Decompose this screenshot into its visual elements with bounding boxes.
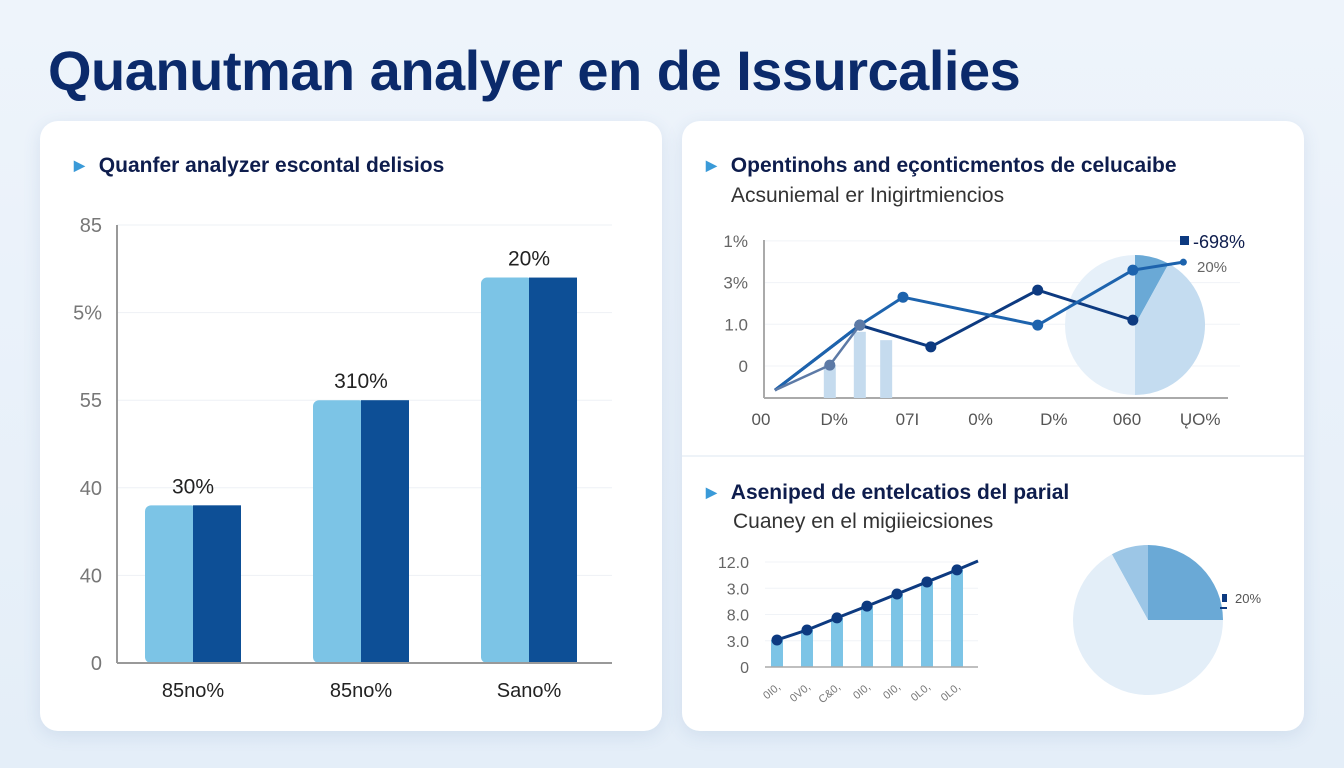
small-bar [853,331,866,398]
x-tick-label: 0I0, [851,681,873,702]
data-point [771,634,783,646]
triangle-bullet-icon: ▶ [706,157,717,173]
y-tick-label: 85 [80,215,102,237]
y-tick-label: 0 [91,653,102,675]
bar [861,606,873,667]
data-label: 310% [334,370,388,393]
y-tick-label: 40 [80,478,102,500]
data-point [831,612,843,624]
pie-slice [1135,255,1169,325]
triangle-bullet-icon: ▶ [74,157,85,173]
legend-secondary: 20% [1197,259,1227,276]
legend-value: -698% [1193,232,1245,252]
x-tick-label: 00 [752,410,771,429]
data-point [1127,314,1139,326]
x-tick-label: 07I [896,410,920,429]
page-title: Quanutman analyer en de Issurcalies [48,39,1021,102]
data-point [854,319,866,331]
bar-dark [193,505,241,663]
divider [682,455,1304,457]
data-point [897,291,909,303]
series-line [773,260,1184,392]
bar [771,639,783,667]
pie-slice [1065,255,1135,395]
bar-light [145,505,197,663]
y-tick-label: 5% [73,303,102,325]
data-point [951,564,963,576]
x-tick-label: 0% [968,410,993,429]
small-bar [880,340,893,398]
x-tick-label: D% [820,410,847,429]
bar-light [481,277,533,663]
bar [921,581,933,667]
data-point [861,600,873,612]
data-label: 30% [172,475,214,498]
bar-dark [361,400,409,663]
x-tick-label: C&0, [816,681,842,706]
bar-chart-title-text: Quanfer analyzer escontal delisios [98,154,445,177]
bar [891,594,903,667]
data-point [1127,264,1139,276]
y-tick-label: 0 [739,357,748,376]
legend-swatch [1222,594,1227,602]
y-tick-label: 3.0 [727,581,749,598]
triangle-bullet-icon: ▶ [706,484,717,500]
data-point [1179,258,1187,266]
bar-dark [529,277,577,663]
x-tick-label: 85no% [162,680,224,702]
x-tick-label: 0I0, [881,681,903,702]
y-tick-label: 1.0 [724,315,748,334]
data-point [1032,284,1044,296]
pie-slice [1073,554,1223,695]
y-tick-label: 3% [723,274,748,293]
data-point [921,576,933,588]
y-tick-label: 1% [723,232,748,251]
bar-chart-title: ▶ Quanfer analyzer escontal delisios [74,154,444,178]
trend-chart-title: ▶ Aseniped de entelcatios del parial [706,481,1069,505]
legend-swatch [1180,236,1189,245]
x-tick-label: Sano% [497,680,562,702]
x-tick-label: D% [1040,410,1067,429]
data-point [1032,319,1044,331]
line-chart-subtitle: Acsuniemal er Inigirtmiencios [731,184,1005,207]
data-point [801,624,813,636]
x-tick-label: 0I0, [761,681,783,702]
data-point [891,588,903,600]
x-tick-label: 0L0, [909,681,933,704]
line-chart-title-text: Opentinohs and eçonticmentos de celucaib… [730,154,1177,177]
legend-label: 20% [1235,591,1261,606]
y-tick-label: 3.0 [727,634,749,651]
x-tick-label: 85no% [330,680,392,702]
bar-light [313,400,365,663]
y-tick-label: 55 [80,390,102,412]
pie-slice [1111,545,1148,620]
trend-chart-title-text: Aseniped de entelcatios del parial [730,481,1070,504]
data-point [925,341,937,353]
bar [801,629,813,667]
bar [951,569,963,667]
y-tick-label: 8.0 [727,608,749,625]
x-tick-label: 0L0, [939,681,963,704]
data-point [824,359,836,371]
x-tick-label: 060 [1113,410,1141,429]
y-tick-label: 12.0 [718,555,749,572]
small-bar [823,365,836,398]
y-tick-label: 0 [740,660,749,677]
data-label: 20% [508,248,550,271]
x-tick-label: 0V0, [788,681,813,705]
y-tick-label: 40 [80,565,102,587]
pie-slice [1135,263,1205,395]
pie-slice [1148,545,1223,620]
x-tick-label: ŲO% [1180,410,1221,429]
bar [831,617,843,667]
trend-chart-subtitle: Cuaney en el migiieicsiones [733,510,994,533]
line-chart-title: ▶ Opentinohs and eçonticmentos de celucai… [706,154,1177,178]
